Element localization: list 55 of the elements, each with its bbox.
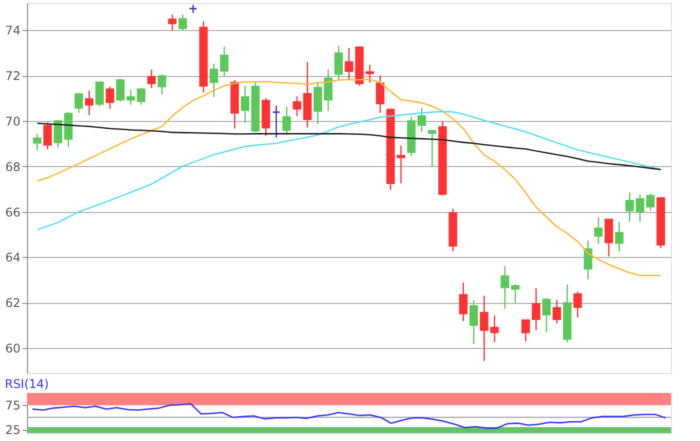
candlestick — [158, 74, 166, 96]
candlestick — [366, 64, 374, 84]
candlestick — [54, 119, 62, 148]
candlestick — [542, 298, 551, 334]
candlestick — [532, 288, 540, 331]
candlestick — [106, 86, 114, 110]
line-series — [36, 78, 662, 276]
y-tick-label: 66 — [5, 205, 20, 220]
candlestick — [126, 89, 135, 106]
candlestick — [324, 68, 332, 112]
candlestick — [84, 90, 94, 116]
y-tick-label: 72 — [5, 69, 20, 84]
candlestick — [584, 240, 592, 280]
candlestick — [43, 122, 52, 150]
chart-title: RSI(14) — [4, 377, 49, 391]
candlestick — [314, 81, 322, 125]
y-tick-label: 25 — [5, 423, 20, 438]
y-tick-label: 68 — [5, 160, 20, 174]
candlestick — [459, 282, 468, 322]
candlestick — [594, 216, 603, 244]
line-series — [32, 403, 666, 429]
candlestick — [334, 45, 343, 81]
y-tick-label: 74 — [5, 24, 20, 38]
y-tick-label: 62 — [5, 296, 20, 310]
candlestick — [521, 319, 530, 342]
candlestick — [480, 294, 488, 362]
candlestick — [282, 106, 291, 135]
candlestick — [500, 265, 510, 310]
line-series — [36, 110, 662, 230]
candlestick — [178, 14, 187, 31]
candlestick — [604, 218, 614, 257]
y-tick-label: 75 — [5, 398, 20, 413]
candlestick — [573, 291, 582, 318]
candlestick — [376, 74, 384, 114]
y-tick-label: 60 — [5, 342, 20, 356]
candlestick — [469, 299, 478, 345]
y-tick-label: 64 — [5, 250, 20, 265]
candlestick — [418, 107, 426, 132]
candlestick — [428, 129, 436, 168]
candlestick — [136, 87, 146, 106]
candlestick — [511, 284, 520, 304]
candlestick — [210, 62, 218, 98]
candlestick — [220, 46, 229, 78]
candlestick — [272, 104, 280, 138]
candlestick — [552, 299, 562, 324]
candlestick — [614, 221, 624, 252]
candlestick — [147, 68, 156, 89]
y-tick-label: 70 — [5, 114, 20, 129]
candlestick — [490, 314, 499, 343]
candlestick — [116, 78, 125, 102]
candlestick — [168, 14, 177, 31]
candlestick — [74, 92, 84, 114]
candlestick — [625, 192, 634, 222]
candlestick — [95, 81, 104, 107]
candlestick — [32, 133, 42, 152]
